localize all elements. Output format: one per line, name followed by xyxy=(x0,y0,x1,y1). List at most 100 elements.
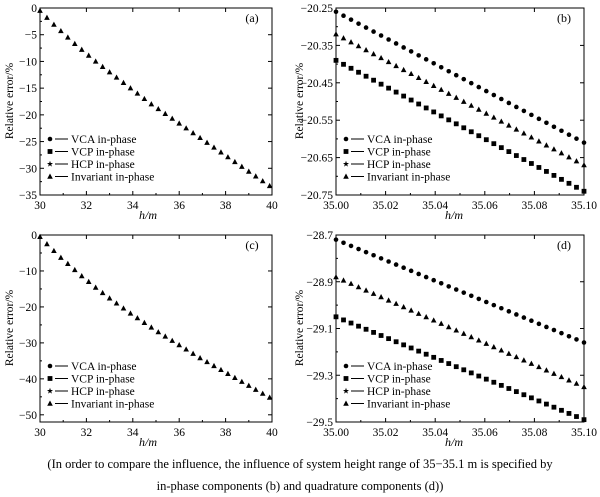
data-point xyxy=(393,41,399,46)
data-point xyxy=(78,272,85,279)
data-point xyxy=(544,401,549,407)
data-point xyxy=(581,383,587,390)
data-point xyxy=(37,233,43,239)
data-point xyxy=(484,299,489,305)
data-point xyxy=(183,346,189,352)
data-point xyxy=(176,120,182,126)
data-point xyxy=(162,333,169,339)
data-point xyxy=(574,184,579,190)
data-point xyxy=(551,146,557,152)
data-point xyxy=(333,274,339,280)
legend-marker xyxy=(47,136,53,142)
data-point xyxy=(461,76,467,82)
data-point xyxy=(225,154,231,160)
data-point xyxy=(573,380,580,386)
data-point xyxy=(514,312,519,317)
data-point xyxy=(333,57,339,63)
data-point xyxy=(408,307,414,313)
data-point xyxy=(190,130,196,136)
panel-label: (d) xyxy=(557,238,571,252)
data-point xyxy=(476,373,482,379)
data-point xyxy=(386,85,392,91)
data-point xyxy=(386,336,392,342)
data-point xyxy=(99,63,106,69)
data-point xyxy=(408,268,414,274)
data-point xyxy=(528,360,535,366)
legend-marker xyxy=(342,160,350,167)
data-point xyxy=(371,77,376,83)
data-point xyxy=(341,317,346,323)
panel-1: 30 32 34 36 38 40 0 −5 −10 −15 −20 −25 −30 −35 (a) h/m R… xyxy=(4,3,278,222)
data-point xyxy=(446,68,452,74)
y-tick-label: −20.65 xyxy=(301,153,334,165)
data-point xyxy=(252,173,259,179)
data-point xyxy=(340,277,347,283)
data-point xyxy=(348,320,354,326)
data-point xyxy=(72,266,78,273)
data-point xyxy=(536,398,542,404)
data-point xyxy=(190,350,196,356)
x-tick-label: 35.10 xyxy=(571,427,597,439)
series-vca-in-phase xyxy=(333,237,587,345)
x-tick-label: 32 xyxy=(81,200,93,212)
data-point xyxy=(363,326,369,332)
series-vcp-in-phase xyxy=(333,314,587,423)
data-point xyxy=(499,96,504,102)
data-point xyxy=(341,13,346,19)
y-tick-label: −20 xyxy=(19,110,37,122)
legend-marker xyxy=(47,363,53,369)
data-point xyxy=(438,358,444,363)
data-point xyxy=(341,61,346,67)
data-point xyxy=(431,277,436,283)
data-point xyxy=(423,314,429,320)
data-point xyxy=(363,287,369,293)
legend-entry: VCP in-phase xyxy=(71,374,135,386)
data-point xyxy=(528,134,535,140)
data-point xyxy=(416,53,421,58)
x-tick-label: 35.00 xyxy=(323,200,349,212)
legend-marker xyxy=(47,400,53,406)
data-point xyxy=(438,86,445,92)
data-point xyxy=(468,129,474,135)
data-point xyxy=(423,274,429,280)
legend-entry: VCA in-phase xyxy=(71,134,136,146)
data-point xyxy=(169,337,176,343)
y-tick-label: −20.35 xyxy=(301,40,334,52)
y-tick-label: −15 xyxy=(19,83,37,95)
legend-marker xyxy=(47,149,53,154)
legend-entry: HCP in-phase xyxy=(367,159,431,171)
data-point xyxy=(581,417,587,423)
data-point xyxy=(385,58,392,65)
panel-label: (c) xyxy=(245,238,258,252)
data-point xyxy=(574,136,579,141)
x-tick-label: 34 xyxy=(127,200,139,212)
data-point xyxy=(506,350,512,356)
data-point xyxy=(506,386,512,391)
y-tick-label: −10 xyxy=(19,266,37,278)
y-tick-label: −50 xyxy=(19,410,37,422)
data-point xyxy=(44,14,50,20)
data-point xyxy=(51,21,57,27)
x-axis-label: h/m xyxy=(445,435,463,449)
x-tick-label: 35.08 xyxy=(521,427,547,439)
data-point xyxy=(120,79,127,85)
data-point xyxy=(491,379,497,385)
y-axis-label: Relative error/% xyxy=(4,289,16,366)
data-point xyxy=(484,88,489,94)
data-point xyxy=(401,342,407,348)
data-point xyxy=(453,364,459,370)
data-point xyxy=(446,117,452,123)
data-point xyxy=(506,309,512,314)
data-point xyxy=(333,31,339,37)
y-axis-label: Relative error/% xyxy=(294,289,306,366)
data-point xyxy=(393,89,399,95)
data-point xyxy=(544,169,549,174)
data-point xyxy=(246,168,252,174)
data-point xyxy=(155,105,162,112)
legend-entry: HCP in-phase xyxy=(71,386,135,398)
y-tick-label: −30 xyxy=(19,163,37,175)
x-tick-label: 35.04 xyxy=(422,200,448,212)
data-point xyxy=(491,114,497,120)
data-point xyxy=(266,394,273,400)
